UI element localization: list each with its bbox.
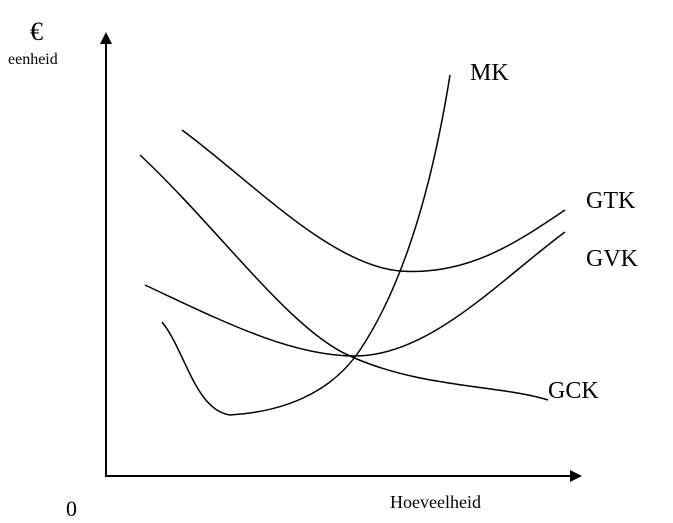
mk-curve (161, 74, 451, 416)
curve-label: GCK (548, 378, 599, 404)
gvk-curve (144, 231, 566, 357)
curve-label: MK (470, 60, 509, 86)
y-symbol: € (30, 17, 43, 46)
gck-curve (139, 154, 549, 401)
origin-label: 0 (66, 496, 77, 521)
curve-label: GVK (586, 246, 639, 272)
x-label: Hoeveelheid (390, 492, 481, 512)
y-unit: eenheid (8, 51, 58, 68)
curve-label: GTK (586, 188, 636, 214)
gtk-curve (181, 129, 566, 273)
